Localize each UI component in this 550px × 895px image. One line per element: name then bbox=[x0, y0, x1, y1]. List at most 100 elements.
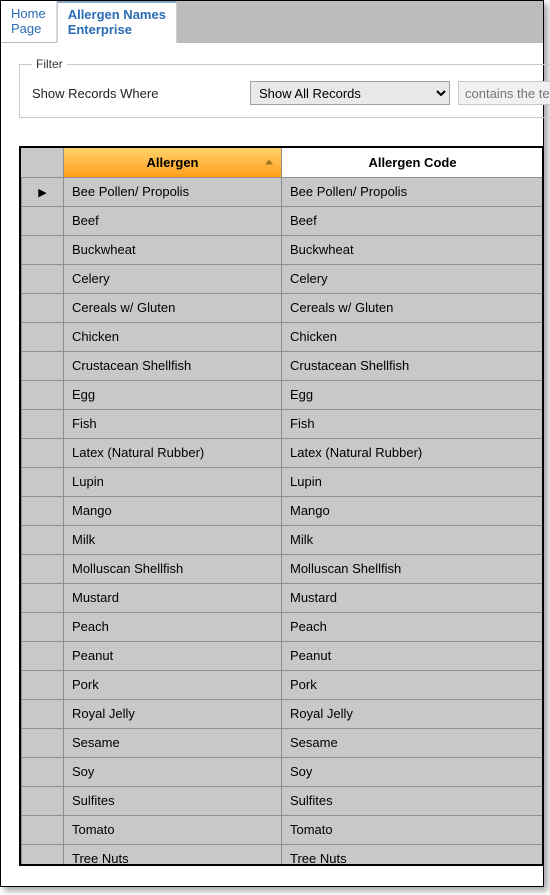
cell-allergen-code[interactable]: Milk bbox=[282, 525, 544, 554]
row-header-cell[interactable] bbox=[22, 351, 64, 380]
table-row[interactable]: Molluscan ShellfishMolluscan Shellfish bbox=[22, 554, 544, 583]
column-header-allergen[interactable]: Allergen bbox=[64, 148, 282, 177]
cell-allergen-code[interactable]: Lupin bbox=[282, 467, 544, 496]
cell-allergen-code[interactable]: Celery bbox=[282, 264, 544, 293]
row-header-cell[interactable] bbox=[22, 757, 64, 786]
cell-allergen-code[interactable]: Crustacean Shellfish bbox=[282, 351, 544, 380]
table-row[interactable]: BuckwheatBuckwheat bbox=[22, 235, 544, 264]
row-header-cell[interactable] bbox=[22, 438, 64, 467]
cell-allergen[interactable]: Molluscan Shellfish bbox=[64, 554, 282, 583]
row-header-cell[interactable] bbox=[22, 670, 64, 699]
row-header-cell[interactable] bbox=[22, 583, 64, 612]
cell-allergen[interactable]: Egg bbox=[64, 380, 282, 409]
cell-allergen[interactable]: Chicken bbox=[64, 322, 282, 351]
table-row[interactable]: TomatoTomato bbox=[22, 815, 544, 844]
cell-allergen-code[interactable]: Pork bbox=[282, 670, 544, 699]
table-row[interactable]: PeanutPeanut bbox=[22, 641, 544, 670]
row-header-cell[interactable] bbox=[22, 264, 64, 293]
cell-allergen[interactable]: Lupin bbox=[64, 467, 282, 496]
tab-allergen-names-enterprise[interactable]: Allergen Names Enterprise bbox=[57, 1, 177, 43]
row-header-cell[interactable] bbox=[22, 786, 64, 815]
cell-allergen-code[interactable]: Molluscan Shellfish bbox=[282, 554, 544, 583]
cell-allergen-code[interactable]: Buckwheat bbox=[282, 235, 544, 264]
table-row[interactable]: PorkPork bbox=[22, 670, 544, 699]
table-row[interactable]: FishFish bbox=[22, 409, 544, 438]
row-header-cell[interactable] bbox=[22, 322, 64, 351]
cell-allergen[interactable]: Cereals w/ Gluten bbox=[64, 293, 282, 322]
table-row[interactable]: Tree NutsTree Nuts bbox=[22, 844, 544, 866]
cell-allergen-code[interactable]: Latex (Natural Rubber) bbox=[282, 438, 544, 467]
filter-select-field[interactable]: Show All Records bbox=[250, 81, 450, 105]
cell-allergen-code[interactable]: Bee Pollen/ Propolis bbox=[282, 177, 544, 206]
table-row[interactable]: Cereals w/ GlutenCereals w/ Gluten bbox=[22, 293, 544, 322]
cell-allergen[interactable]: Mustard bbox=[64, 583, 282, 612]
cell-allergen[interactable]: Beef bbox=[64, 206, 282, 235]
cell-allergen[interactable]: Milk bbox=[64, 525, 282, 554]
cell-allergen[interactable]: Latex (Natural Rubber) bbox=[64, 438, 282, 467]
row-header-cell[interactable] bbox=[22, 699, 64, 728]
table-row[interactable]: EggEgg bbox=[22, 380, 544, 409]
table-row[interactable]: PeachPeach bbox=[22, 612, 544, 641]
table-row[interactable]: ChickenChicken bbox=[22, 322, 544, 351]
cell-allergen-code[interactable]: Tree Nuts bbox=[282, 844, 544, 866]
cell-allergen-code[interactable]: Chicken bbox=[282, 322, 544, 351]
cell-allergen[interactable]: Sesame bbox=[64, 728, 282, 757]
cell-allergen[interactable]: Tomato bbox=[64, 815, 282, 844]
table-row[interactable]: BeefBeef bbox=[22, 206, 544, 235]
row-header-cell[interactable] bbox=[22, 235, 64, 264]
filter-contains-input[interactable] bbox=[458, 81, 550, 105]
row-header-cell[interactable] bbox=[22, 467, 64, 496]
cell-allergen[interactable]: Crustacean Shellfish bbox=[64, 351, 282, 380]
row-header-cell[interactable] bbox=[22, 554, 64, 583]
row-header-cell[interactable] bbox=[22, 844, 64, 866]
cell-allergen-code[interactable]: Royal Jelly bbox=[282, 699, 544, 728]
cell-allergen[interactable]: Peanut bbox=[64, 641, 282, 670]
table-row[interactable]: SesameSesame bbox=[22, 728, 544, 757]
cell-allergen[interactable]: Soy bbox=[64, 757, 282, 786]
cell-allergen-code[interactable]: Mango bbox=[282, 496, 544, 525]
cell-allergen-code[interactable]: Soy bbox=[282, 757, 544, 786]
cell-allergen-code[interactable]: Tomato bbox=[282, 815, 544, 844]
row-header-cell[interactable] bbox=[22, 525, 64, 554]
cell-allergen-code[interactable]: Beef bbox=[282, 206, 544, 235]
table-row[interactable]: Crustacean ShellfishCrustacean Shellfish bbox=[22, 351, 544, 380]
cell-allergen[interactable]: Mango bbox=[64, 496, 282, 525]
table-row[interactable]: Latex (Natural Rubber)Latex (Natural Rub… bbox=[22, 438, 544, 467]
table-row[interactable]: MustardMustard bbox=[22, 583, 544, 612]
table-row[interactable]: LupinLupin bbox=[22, 467, 544, 496]
cell-allergen-code[interactable]: Egg bbox=[282, 380, 544, 409]
table-row[interactable]: MilkMilk bbox=[22, 525, 544, 554]
cell-allergen-code[interactable]: Cereals w/ Gluten bbox=[282, 293, 544, 322]
cell-allergen[interactable]: Peach bbox=[64, 612, 282, 641]
cell-allergen[interactable]: Bee Pollen/ Propolis bbox=[64, 177, 282, 206]
cell-allergen[interactable]: Royal Jelly bbox=[64, 699, 282, 728]
cell-allergen-code[interactable]: Mustard bbox=[282, 583, 544, 612]
row-header-cell[interactable]: ▶ bbox=[22, 177, 64, 206]
row-header-cell[interactable] bbox=[22, 293, 64, 322]
row-header-cell[interactable] bbox=[22, 496, 64, 525]
cell-allergen[interactable]: Sulfites bbox=[64, 786, 282, 815]
table-row[interactable]: SoySoy bbox=[22, 757, 544, 786]
table-row[interactable]: MangoMango bbox=[22, 496, 544, 525]
tab-home-page[interactable]: Home Page bbox=[1, 1, 57, 43]
cell-allergen[interactable]: Tree Nuts bbox=[64, 844, 282, 866]
cell-allergen-code[interactable]: Peach bbox=[282, 612, 544, 641]
row-header-cell[interactable] bbox=[22, 409, 64, 438]
table-row[interactable]: Royal JellyRoyal Jelly bbox=[22, 699, 544, 728]
column-header-allergen-code[interactable]: Allergen Code bbox=[282, 148, 544, 177]
row-header-cell[interactable] bbox=[22, 380, 64, 409]
row-header-cell[interactable] bbox=[22, 206, 64, 235]
cell-allergen-code[interactable]: Sesame bbox=[282, 728, 544, 757]
row-header-cell[interactable] bbox=[22, 612, 64, 641]
table-row[interactable]: SulfitesSulfites bbox=[22, 786, 544, 815]
row-header-cell[interactable] bbox=[22, 728, 64, 757]
cell-allergen-code[interactable]: Fish bbox=[282, 409, 544, 438]
row-header-cell[interactable] bbox=[22, 815, 64, 844]
cell-allergen[interactable]: Buckwheat bbox=[64, 235, 282, 264]
cell-allergen[interactable]: Pork bbox=[64, 670, 282, 699]
table-row[interactable]: CeleryCelery bbox=[22, 264, 544, 293]
cell-allergen-code[interactable]: Sulfites bbox=[282, 786, 544, 815]
cell-allergen[interactable]: Fish bbox=[64, 409, 282, 438]
table-row[interactable]: ▶Bee Pollen/ PropolisBee Pollen/ Propoli… bbox=[22, 177, 544, 206]
cell-allergen-code[interactable]: Peanut bbox=[282, 641, 544, 670]
